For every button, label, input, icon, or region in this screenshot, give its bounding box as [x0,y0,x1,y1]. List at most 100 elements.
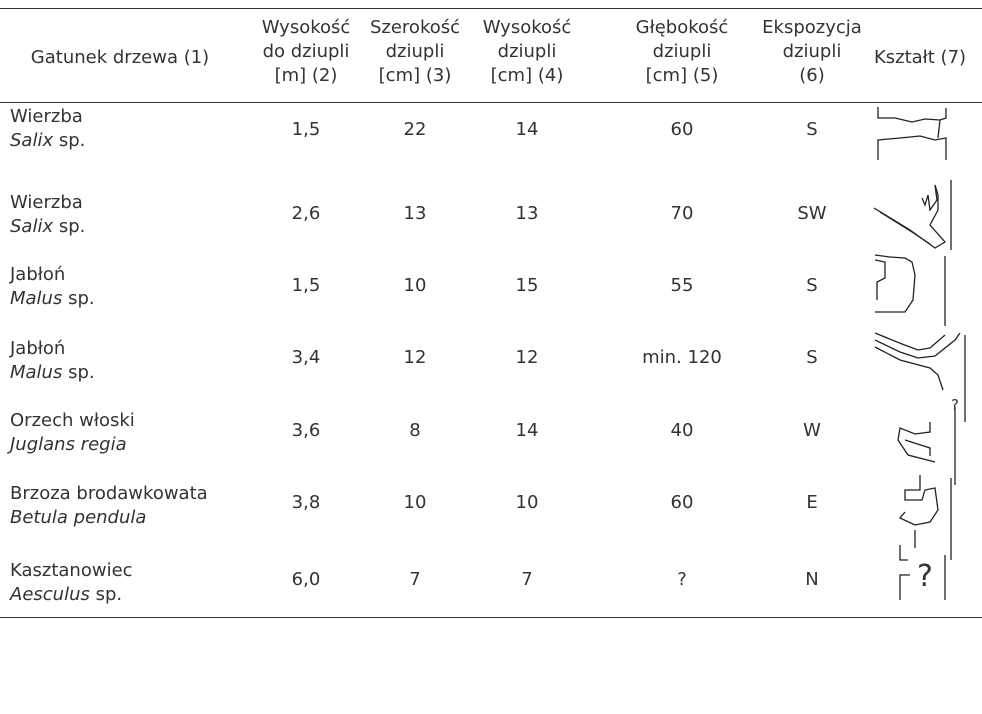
latin-genus: Salix [10,130,54,151]
latin-name: Salix sp. [10,215,85,239]
header-line: Szerokość [369,17,461,38]
latin-rest: sp. [58,216,86,237]
header-line: dziupli [497,41,557,62]
header-line: dziupli [652,41,712,62]
shape-6 [898,475,952,560]
species: Wierzba Salix sp. [10,105,85,153]
header-line: Wysokość [261,17,351,38]
cell: 13 [515,203,539,224]
header-cell: Kształt (7) [874,46,966,70]
cell: 3,8 [291,492,321,513]
common-name: Orzech włoski [10,410,135,431]
header-line: do dziupli [262,41,350,62]
header-line: [m] (2) [274,65,338,86]
header-line: (6) [799,65,825,86]
latin-rest: sp. [58,130,86,151]
shape-label: ? [917,559,933,594]
species: Jabłoń Malus sp. [10,263,95,311]
cell: 22 [403,119,427,140]
cell: 6,0 [291,569,321,590]
cell: S [806,119,818,140]
header-cell: Ekspozycja dziupli (6) [762,16,862,88]
header-cell: Wysokość do dziupli [m] (2) [262,16,351,88]
header-line: [cm] (5) [645,65,719,86]
cell: 3,4 [291,347,321,368]
species: Brzoza brodawkowata Betula pendula [10,482,208,530]
latin-name: Malus sp. [10,361,95,385]
cell: 10 [403,275,427,296]
header-cell: Wysokość dziupli [cm] (4) [483,16,572,88]
shape-5 [897,407,956,485]
latin-genus: Malus [10,362,63,383]
rule [0,8,982,9]
latin-genus: Betula pendula [10,507,147,528]
latin-genus: Aesculus [10,584,90,605]
common-name: Jabłoń [10,264,66,285]
header-line: dziupli [385,41,445,62]
common-name: Wierzba [10,192,83,213]
shape-4 [874,332,966,422]
latin-name: Malus sp. [10,287,95,311]
cell: 70 [670,203,694,224]
header-cell: Szerokość dziupli [cm] (3) [370,16,460,88]
species: Jabłoń Malus sp. [10,337,95,385]
latin-rest: sp. [95,584,123,605]
header-line: Głębokość [635,17,729,38]
shape-2 [873,180,952,250]
shape-1 [877,107,947,160]
common-name: Kasztanowiec [10,560,133,581]
latin-genus: Malus [10,288,63,309]
common-name: Wierzba [10,106,83,127]
cell: 3,6 [291,420,321,441]
cell: 10 [515,492,539,513]
cell: ? [677,569,687,590]
cell: 12 [403,347,427,368]
cell: 7 [521,569,533,590]
common-name: Jabłoń [10,338,66,359]
shape-7 [899,545,946,600]
cell: 60 [670,492,694,513]
header-cell: Głębokość dziupli [cm] (5) [636,16,729,88]
latin-name: Aesculus sp. [10,583,133,607]
header-line: Wysokość [482,17,572,38]
cell: 14 [515,119,539,140]
latin-name: Salix sp. [10,129,85,153]
species: Wierzba Salix sp. [10,191,85,239]
cell: S [806,347,818,368]
cell: 40 [670,420,694,441]
header-line: Gatunek drzewa (1) [30,47,210,68]
cell: 7 [409,569,421,590]
cell: 14 [515,420,539,441]
rule [0,617,982,618]
latin-genus: Salix [10,216,54,237]
header-line: [cm] (3) [378,65,452,86]
cell: 1,5 [291,119,321,140]
header-line: [cm] (4) [490,65,564,86]
cell: 60 [670,119,694,140]
cell: 13 [403,203,427,224]
latin-name: Betula pendula [10,506,208,530]
cell: 55 [670,275,694,296]
cell: S [806,275,818,296]
latin-genus: Juglans regia [10,434,127,455]
cell: 1,5 [291,275,321,296]
cell: N [805,569,819,590]
cell: E [806,492,818,513]
species: Kasztanowiec Aesculus sp. [10,559,133,607]
header-line: Ekspozycja [762,17,862,38]
header-line: dziupli [782,41,842,62]
species: Orzech włoski Juglans regia [10,409,135,457]
cell: min. 120 [642,347,722,368]
cell: 12 [515,347,539,368]
rule [0,102,982,103]
cell: 8 [409,420,421,441]
shape-label: ? [951,396,959,414]
cell: SW [797,203,827,224]
header-cell: Gatunek drzewa (1) [31,46,209,70]
common-name: Brzoza brodawkowata [10,483,208,504]
cell: 2,6 [291,203,321,224]
cell: 10 [403,492,427,513]
latin-rest: sp. [68,288,95,309]
cell: 15 [515,275,539,296]
